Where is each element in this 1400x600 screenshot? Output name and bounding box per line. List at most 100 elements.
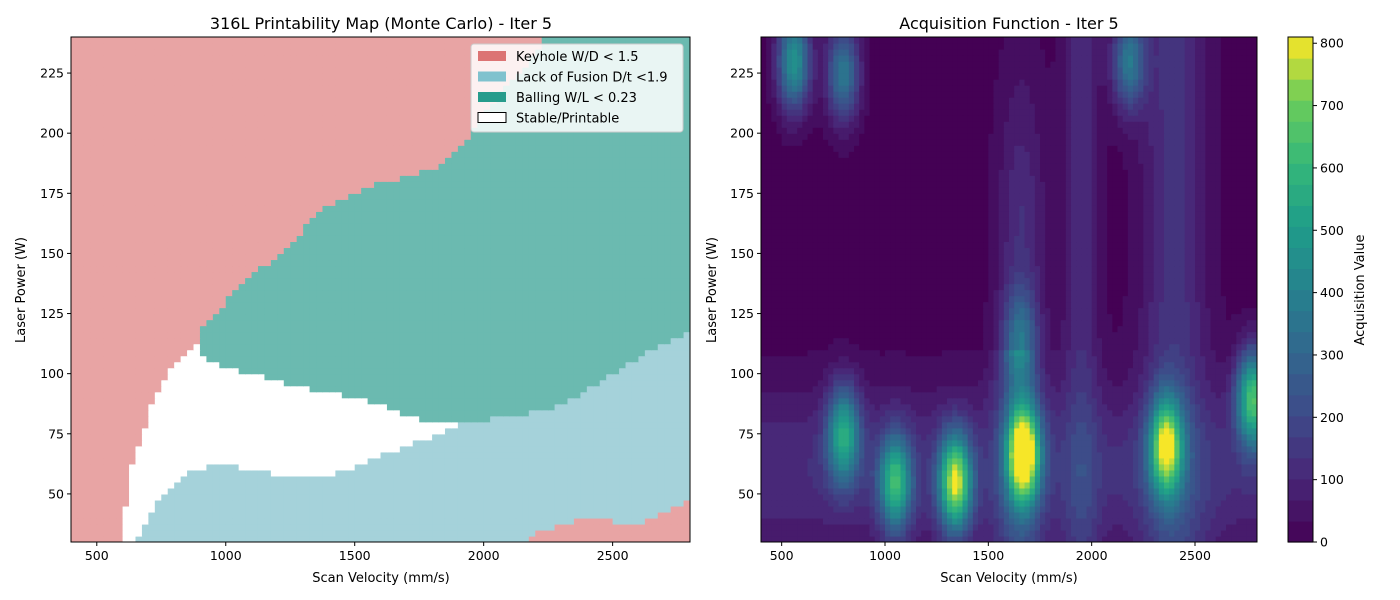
region-cell: [96, 385, 104, 393]
region-cell: [548, 385, 556, 393]
region-cell: [290, 415, 298, 423]
region-cell: [412, 319, 420, 327]
region-cell: [335, 259, 343, 267]
region-cell: [567, 379, 575, 387]
region-cell: [251, 301, 259, 309]
region-cell: [631, 385, 640, 393]
region-cell: [122, 385, 130, 393]
region-cell: [309, 325, 317, 333]
region-cell: [677, 241, 685, 249]
region-cell: [380, 313, 388, 321]
region-cell: [374, 301, 382, 309]
region-cell: [238, 295, 246, 303]
region-cell: [83, 265, 91, 273]
region-cell: [496, 343, 504, 351]
region-cell: [457, 403, 465, 411]
region-cell: [303, 511, 311, 519]
region-cell: [425, 517, 433, 525]
region-cell: [219, 475, 227, 483]
region-cell: [619, 433, 627, 441]
region-cell: [670, 487, 678, 495]
region-cell: [174, 301, 182, 309]
region-cell: [374, 433, 382, 441]
region-cell: [483, 241, 491, 249]
region-cell: [116, 523, 124, 531]
region-cell: [432, 409, 440, 417]
region-cell: [270, 379, 278, 387]
region-cell: [148, 517, 156, 525]
region-cell: [257, 505, 266, 513]
region-cell: [444, 529, 453, 537]
region-cell: [599, 277, 607, 285]
region-cell: [367, 265, 375, 273]
region-cell: [322, 397, 330, 405]
region-cell: [141, 529, 149, 537]
region-cell: [503, 505, 511, 513]
region-cell: [361, 379, 369, 387]
region-cell: [122, 361, 130, 369]
region-cell: [515, 295, 523, 303]
region-cell: [354, 451, 362, 459]
region-cell: [283, 343, 291, 351]
region-cell: [270, 445, 278, 453]
region-cell: [541, 505, 549, 513]
region-cell: [109, 439, 117, 447]
region-cell: [406, 271, 414, 279]
region-cell: [374, 247, 382, 255]
region-cell: [483, 415, 491, 423]
region-cell: [219, 373, 227, 381]
region-cell: [541, 349, 549, 357]
region-cell: [573, 445, 581, 453]
region-cell: [180, 313, 188, 321]
region-cell: [522, 271, 530, 279]
region-cell: [612, 445, 620, 453]
region-cell: [335, 247, 343, 255]
region-cell: [548, 313, 556, 321]
region-cell: [619, 265, 627, 273]
region-cell: [303, 415, 311, 423]
region-cell: [270, 427, 278, 435]
region-cell: [174, 253, 182, 261]
region-cell: [290, 361, 298, 369]
region-cell: [406, 283, 414, 291]
region-cell: [606, 229, 614, 236]
region-cell: [677, 487, 685, 495]
region-cell: [206, 433, 214, 441]
region-cell: [470, 415, 478, 423]
region-cell: [406, 529, 414, 537]
region-cell: [535, 511, 543, 519]
region-cell: [522, 277, 530, 285]
region-cell: [677, 481, 685, 489]
region-cell: [245, 295, 253, 303]
region-cell: [470, 511, 478, 519]
region-cell: [341, 379, 349, 387]
region-cell: [509, 325, 517, 333]
region-cell: [670, 535, 678, 542]
region-cell: [96, 367, 104, 375]
region-cell: [277, 481, 285, 489]
region-cell: [367, 319, 375, 327]
region-cell: [277, 277, 285, 285]
region-cell: [328, 319, 336, 327]
region-cell: [619, 325, 627, 333]
region-cell: [122, 439, 130, 447]
region-cell: [303, 505, 311, 513]
region-cell: [528, 277, 536, 285]
region-cell: [483, 295, 491, 303]
region-cell: [148, 307, 156, 315]
region-cell: [96, 517, 104, 525]
region-cell: [122, 325, 130, 333]
region-cell: [225, 337, 233, 345]
region-cell: [103, 313, 111, 321]
region-cell: [561, 439, 569, 447]
region-cell: [477, 397, 485, 405]
region-cell: [290, 499, 298, 507]
region-cell: [483, 337, 491, 345]
region-cell: [335, 319, 343, 327]
region-cell: [386, 295, 394, 303]
region-cell: [303, 421, 311, 429]
region-cell: [522, 415, 530, 423]
region-cell: [354, 421, 362, 429]
region-cell: [90, 331, 98, 339]
region-cell: [561, 457, 569, 465]
